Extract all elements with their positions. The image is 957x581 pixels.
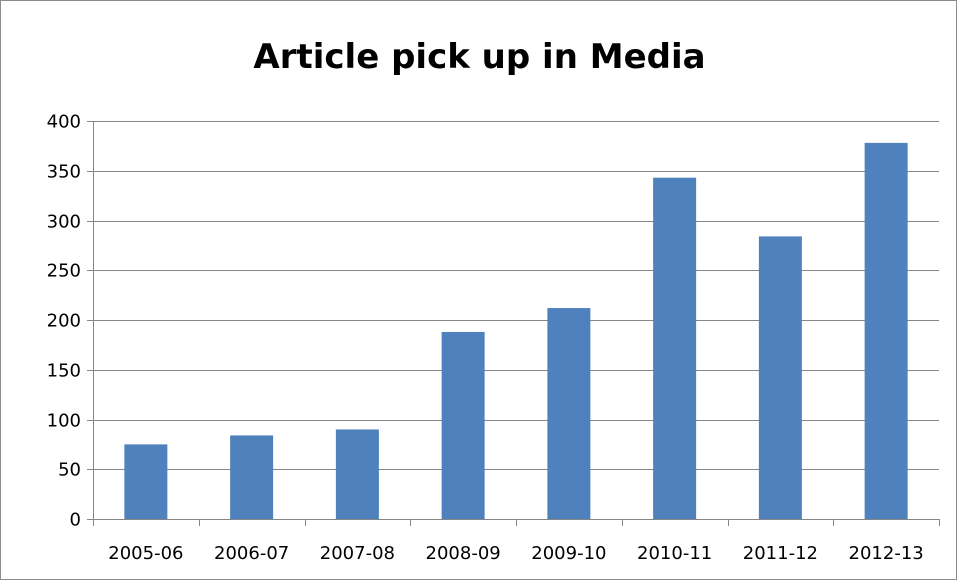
- x-tick-label: 2011-12: [743, 543, 818, 564]
- x-tick-label: 2008-09: [426, 543, 501, 564]
- x-tick-label: 2009-10: [531, 543, 606, 564]
- bar-2012-13: [864, 142, 908, 519]
- chart-title: Article pick up in Media: [253, 37, 706, 77]
- y-tick-label: 0: [70, 510, 81, 531]
- axes: [87, 121, 940, 526]
- y-tick-label: 150: [47, 361, 81, 382]
- x-tick-label: 2005-06: [108, 543, 183, 564]
- y-tick-label: 200: [47, 311, 81, 332]
- y-tick-label: 350: [47, 162, 81, 183]
- x-tick-label: 2010-11: [637, 543, 712, 564]
- bar-2010-11: [653, 177, 697, 519]
- y-tick-label: 100: [47, 411, 81, 432]
- y-tick-label: 250: [47, 261, 81, 282]
- bar-2007-08: [335, 429, 379, 519]
- bar-2011-12: [758, 236, 802, 520]
- bars: [124, 142, 908, 520]
- y-tick-labels: 0 50 100 150 200 250 300 350 400: [47, 112, 81, 531]
- y-tick-label: 50: [58, 460, 81, 481]
- bar-2008-09: [441, 331, 485, 519]
- x-tick-label: 2007-08: [320, 543, 395, 564]
- x-tick-label: 2012-13: [849, 543, 924, 564]
- x-tick-label: 2006-07: [214, 543, 289, 564]
- bar-2005-06: [124, 444, 168, 519]
- y-tick-label: 400: [47, 112, 81, 133]
- x-tick-labels: 2005-06 2006-07 2007-08 2008-09 2009-10 2010-…: [108, 543, 923, 564]
- y-tick-label: 300: [47, 212, 81, 233]
- gridlines: [93, 121, 939, 470]
- bar-2009-10: [547, 308, 591, 519]
- bar-2006-07: [230, 435, 274, 519]
